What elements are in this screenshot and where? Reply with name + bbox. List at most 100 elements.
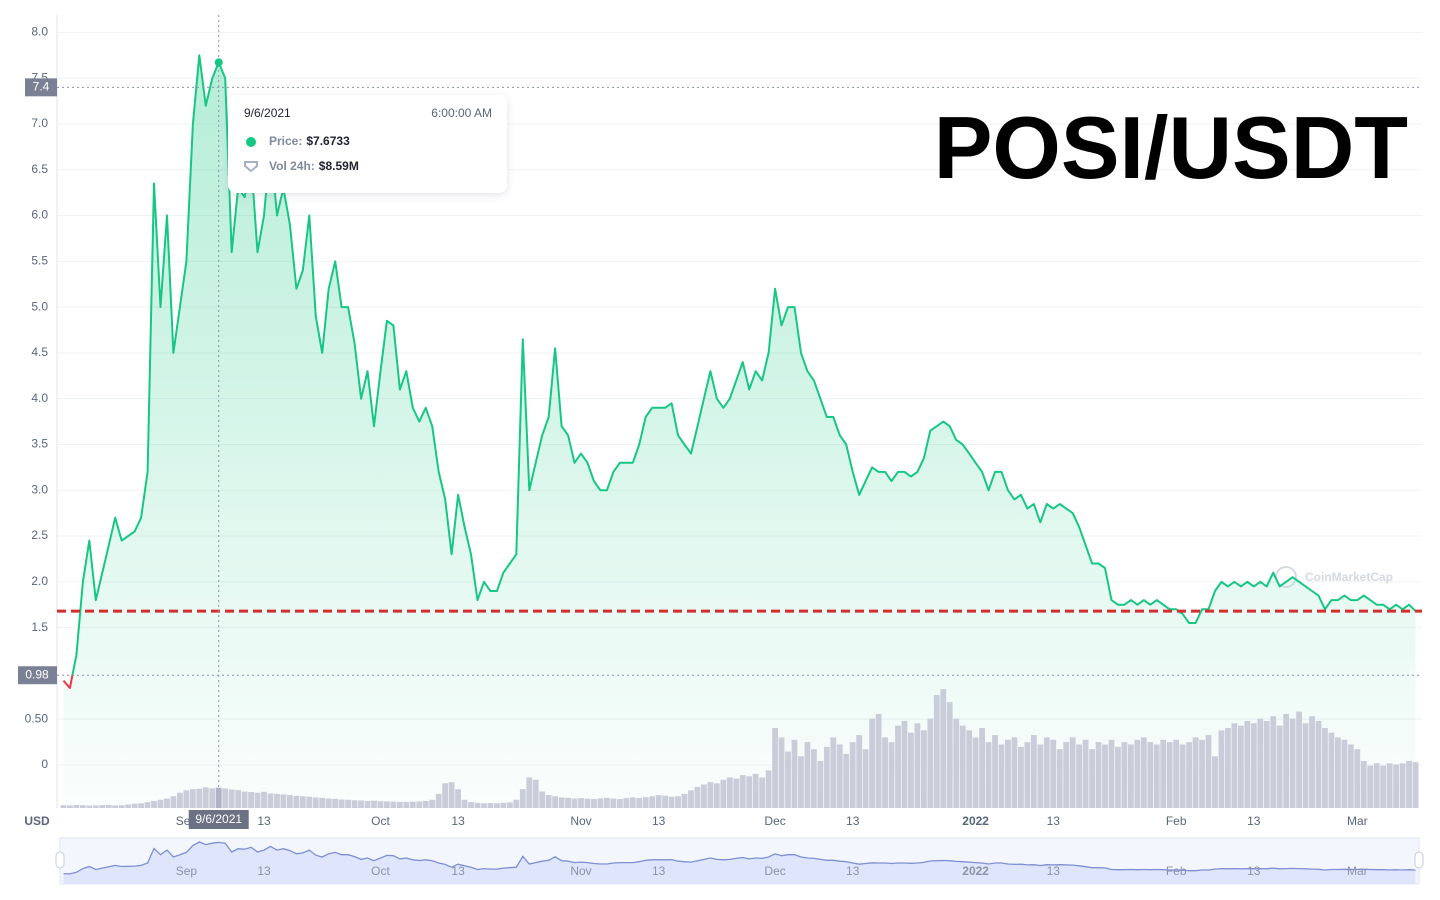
volume-bar (823, 746, 830, 808)
volume-bar (1153, 744, 1160, 808)
volume-bar (830, 737, 837, 808)
volume-bar (1250, 723, 1257, 808)
volume-bar (396, 801, 403, 808)
y-tick-label: 5.0 (31, 299, 48, 313)
baseline-label-box (18, 666, 57, 685)
volume-bar (532, 779, 539, 808)
volume-bar (959, 725, 966, 808)
volume-bar (319, 797, 326, 808)
volume-bar (603, 797, 610, 808)
volume-bar (610, 798, 617, 808)
volume-bar (759, 777, 766, 808)
volume-bar (1102, 744, 1108, 808)
volume-bar (798, 756, 804, 808)
volume-bar (992, 735, 998, 808)
volume-bar (429, 799, 436, 808)
volume-bar (60, 805, 67, 808)
volume-bar (752, 773, 759, 808)
volume-bar (1276, 725, 1283, 808)
volume-bar (726, 777, 733, 808)
volume-bar (778, 737, 785, 808)
plot: CoinMarketCap (57, 54, 1422, 808)
volume-bar (681, 793, 688, 808)
navigator-handle[interactable] (55, 851, 65, 869)
price-line (62, 54, 1417, 689)
volume-bar (804, 742, 811, 808)
volume-bar (1160, 739, 1167, 808)
volume-bar (1212, 756, 1218, 808)
tooltip-box (228, 95, 507, 193)
navigator-tick-label: Sep (176, 864, 198, 878)
volume-bar (1309, 716, 1315, 808)
volume-bar (1199, 739, 1205, 808)
volume-bar (274, 793, 280, 808)
volume-bar (455, 789, 461, 808)
volume-bar (442, 783, 449, 808)
volume-bar (1005, 739, 1011, 808)
volume-bar (539, 791, 546, 808)
x-tick-label: Dec (764, 814, 785, 828)
volume-bar (933, 695, 940, 808)
x-tick-label: 13 (1247, 814, 1261, 828)
volume-bar (1011, 737, 1018, 808)
x-tick-label: 13 (1047, 814, 1061, 828)
volume-bar (772, 728, 778, 808)
volume-bar (1056, 749, 1063, 808)
volume-bar (1231, 723, 1238, 808)
volume-bar (79, 805, 86, 808)
navigator-handle[interactable] (1414, 851, 1424, 869)
volume-bar (1115, 746, 1121, 808)
volume-bar (474, 802, 481, 808)
y-tick-label: 5.5 (31, 253, 48, 267)
volume-bar (668, 796, 675, 808)
volume-bar (280, 794, 287, 808)
volume-bar (1018, 746, 1024, 808)
volume-bar (662, 795, 669, 808)
volume-bar (558, 797, 565, 808)
volume-bar (1380, 765, 1387, 808)
volume-highlight (215, 787, 222, 808)
volume-bar (1289, 718, 1296, 808)
volume-bar (888, 742, 895, 808)
volume-bar (487, 803, 494, 808)
volume-bar (222, 788, 229, 808)
volume-bar (1179, 744, 1186, 808)
volume-bar (513, 799, 520, 808)
volume-bar (1069, 737, 1076, 808)
volume-bar (202, 787, 209, 808)
volume-bar (1237, 725, 1244, 808)
volume-bar (390, 801, 397, 808)
navigator-tick-label: Oct (371, 864, 390, 878)
volume-bar (1166, 742, 1173, 808)
volume-bar (125, 804, 132, 808)
volume-bar (209, 788, 216, 808)
volume-bar (616, 799, 623, 808)
x-tick-label: Feb (1166, 814, 1187, 828)
volume-bar (791, 739, 798, 808)
volume-bar (377, 801, 384, 808)
volume-bar (636, 797, 643, 808)
y-tick-label: 8.0 (31, 25, 48, 39)
volume-bar (1270, 716, 1277, 808)
price-area (63, 55, 1416, 809)
volume-bar (144, 802, 151, 808)
volume-bar (481, 803, 487, 808)
volume-bar (526, 777, 533, 808)
volume-bar (701, 784, 707, 808)
volume-bar (86, 805, 93, 808)
volume-bar (998, 744, 1005, 808)
volume-bar (1218, 730, 1225, 808)
volume-bar (1063, 742, 1070, 808)
tooltip-price-title: Price: (269, 134, 302, 148)
volume-bar (810, 749, 817, 808)
volume-bar (908, 732, 914, 808)
navigator-tick-label: 13 (846, 864, 860, 878)
volume-bar (1043, 737, 1050, 808)
navigator-tick-label: 13 (1047, 864, 1061, 878)
volume-bar (1347, 744, 1354, 808)
volume-bar (494, 803, 500, 808)
volume-bar (966, 730, 973, 808)
volume-bar (461, 799, 468, 808)
volume-bar (1412, 762, 1419, 808)
